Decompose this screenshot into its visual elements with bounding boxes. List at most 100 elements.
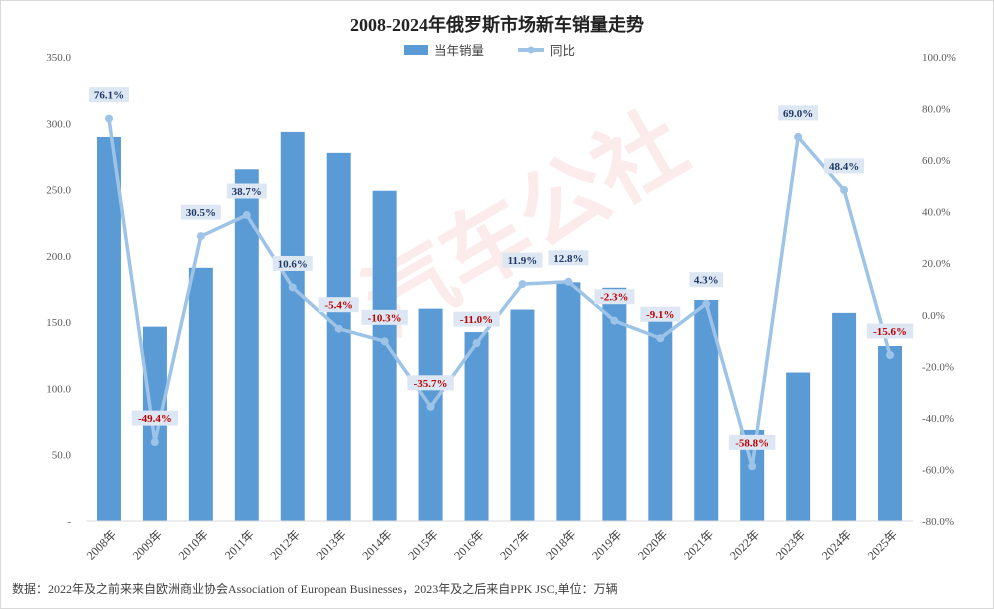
- legend: 当年销量 同比: [404, 44, 575, 58]
- data-label-box: [318, 297, 359, 313]
- data-label: 30.5%: [186, 207, 216, 219]
- line-point: [380, 337, 389, 346]
- bar-series: [96, 131, 903, 522]
- right-tick-label: 80.0%: [922, 104, 950, 116]
- data-label: 10.6%: [278, 258, 308, 270]
- x-tick-label: 2021年: [681, 527, 716, 562]
- legend-line-label: 同比: [550, 44, 575, 58]
- x-tick-label: 2011年: [222, 527, 257, 562]
- data-label: -15.6%: [873, 326, 907, 338]
- line-point: [288, 283, 297, 292]
- data-label-box: [824, 158, 865, 174]
- left-tick-label: 150.0: [46, 317, 71, 329]
- right-tick-label: -40.0%: [922, 413, 954, 425]
- line-point: [748, 462, 757, 471]
- data-label: -9.1%: [646, 309, 674, 321]
- data-label: 38.7%: [232, 186, 262, 198]
- source-note: 数据：2022年及之前来来自欧洲商业协会Association of Europ…: [12, 581, 618, 596]
- x-tick-label: 2008年: [84, 527, 119, 562]
- x-axis: 2008年 2009年 2010年 2011年 2012年 2013年 2014年 2015年…: [84, 520, 913, 563]
- data-label-box: [689, 272, 724, 288]
- data-label-box: [640, 306, 681, 322]
- x-tick-label: 2023年: [773, 527, 808, 562]
- line-point: [472, 339, 481, 348]
- data-label: -2.3%: [600, 292, 628, 304]
- data-label: -35.7%: [414, 378, 448, 390]
- data-label: -5.4%: [324, 300, 352, 312]
- left-tick-label: 350.0: [46, 52, 71, 64]
- data-label-box: [453, 311, 500, 327]
- right-tick-label: 40.0%: [922, 207, 950, 219]
- left-tick-label: 50.0: [52, 450, 72, 462]
- line-point: [242, 211, 251, 220]
- x-tick-label: 2012年: [268, 527, 303, 562]
- bar: [878, 346, 903, 521]
- line-point: [794, 132, 803, 141]
- data-label-box: [728, 434, 776, 450]
- data-label: 76.1%: [94, 90, 124, 102]
- line-point: [610, 316, 619, 325]
- line-point: [886, 350, 895, 359]
- x-tick-label: 2024年: [819, 527, 854, 562]
- x-tick-label: 2016年: [451, 527, 486, 562]
- x-tick-label: 2013年: [313, 527, 348, 562]
- line-point: [150, 438, 159, 447]
- left-tick-label: 250.0: [46, 185, 71, 197]
- data-label: -11.0%: [460, 314, 493, 326]
- legend-line-marker: [527, 46, 535, 54]
- bar: [556, 282, 581, 521]
- data-label-box: [778, 105, 819, 121]
- data-label: 48.4%: [829, 161, 859, 173]
- bar: [648, 309, 673, 521]
- right-axis: -80.0% -60.0% -40.0% -20.0% 0.0% 20.0% 40.0% 60…: [922, 52, 956, 528]
- data-label: 11.9%: [508, 255, 538, 267]
- right-tick-label: -20.0%: [922, 361, 954, 373]
- data-label-box: [548, 250, 589, 266]
- bar: [418, 308, 443, 521]
- data-label-box: [407, 375, 454, 391]
- right-tick-label: 100.0%: [922, 52, 956, 64]
- x-tick-label: 2014年: [359, 527, 394, 562]
- data-label-box: [361, 309, 408, 325]
- data-label-box: [180, 204, 221, 220]
- line-point: [656, 334, 665, 343]
- x-tick-label: 2025年: [865, 527, 900, 562]
- bar: [280, 131, 305, 521]
- bar: [372, 190, 397, 521]
- legend-bar-label: 当年销量: [434, 44, 484, 58]
- x-tick-label: 2010年: [176, 527, 211, 562]
- data-label-box: [131, 410, 179, 426]
- line-point: [518, 280, 527, 289]
- data-label-box: [88, 87, 129, 103]
- data-label: -58.8%: [735, 437, 769, 449]
- right-tick-label: 0.0%: [922, 310, 945, 322]
- bar: [832, 312, 857, 521]
- data-label-box: [272, 255, 313, 271]
- x-tick-label: 2019年: [589, 527, 624, 562]
- data-label-box: [866, 323, 914, 339]
- legend-bar-swatch: [404, 45, 428, 55]
- data-label: 12.8%: [553, 253, 583, 265]
- data-label: 4.3%: [694, 275, 719, 287]
- left-tick-label: 200.0: [46, 251, 71, 263]
- bar: [96, 136, 121, 522]
- data-label: 69.0%: [783, 108, 813, 120]
- line-point: [334, 324, 343, 333]
- line-point: [702, 299, 711, 308]
- line-point: [564, 277, 573, 286]
- data-label-box: [502, 252, 543, 268]
- bar: [326, 152, 351, 522]
- right-tick-label: 20.0%: [922, 258, 950, 270]
- chart-title: 2008-2024年俄罗斯市场新车销量走势: [350, 14, 644, 35]
- bar: [510, 309, 535, 521]
- bar: [464, 332, 489, 521]
- bar: [188, 267, 213, 521]
- x-tick-label: 2018年: [543, 527, 578, 562]
- bar: [234, 169, 259, 521]
- x-tick-label: 2017年: [497, 527, 532, 562]
- right-tick-label: -60.0%: [922, 464, 954, 476]
- bar: [786, 372, 811, 521]
- line-point: [104, 114, 113, 123]
- data-label: -10.3%: [368, 312, 402, 324]
